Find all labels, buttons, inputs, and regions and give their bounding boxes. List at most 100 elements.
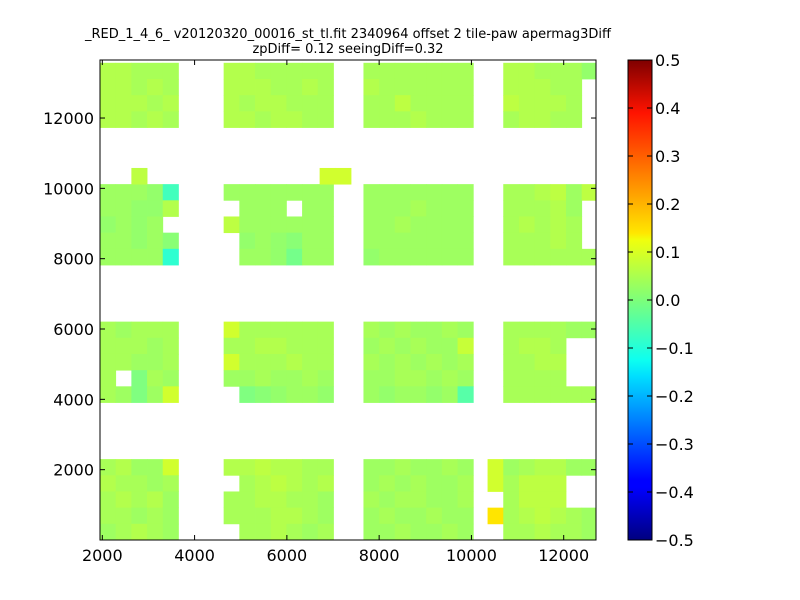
heatmap-cell <box>239 386 256 403</box>
heatmap-cell <box>410 232 427 250</box>
heatmap-cell <box>441 232 458 250</box>
heatmap-cell <box>550 459 567 476</box>
heatmap-cell <box>410 321 427 339</box>
heatmap-cell <box>100 353 117 371</box>
heatmap-cell <box>270 62 287 80</box>
heatmap-cell <box>270 216 287 234</box>
heatmap-cell <box>550 216 567 234</box>
heatmap-cell <box>394 523 411 540</box>
heatmap-cell <box>410 507 427 525</box>
heatmap-cell <box>426 386 443 403</box>
heatmap-cell <box>457 475 474 492</box>
heatmap-cell <box>147 353 164 371</box>
colorbar-tick-label: 0.5 <box>655 51 680 70</box>
heatmap-cell <box>115 248 132 266</box>
heatmap-cell <box>503 216 520 234</box>
heatmap-cell <box>534 216 551 234</box>
heatmap-cell <box>115 459 132 476</box>
heatmap-cell <box>317 491 334 509</box>
heatmap-cell <box>457 62 474 80</box>
heatmap-cell <box>100 111 117 128</box>
heatmap-cell <box>100 459 117 476</box>
heatmap-cell <box>162 232 179 250</box>
heatmap-cell <box>302 200 319 217</box>
heatmap-cell <box>162 337 179 355</box>
heatmap-cell <box>550 200 567 217</box>
heatmap-cell <box>363 248 380 266</box>
heatmap-cell <box>379 337 396 355</box>
heatmap-cell <box>379 459 396 476</box>
y-tick-label: 8000 <box>53 250 94 269</box>
heatmap-cell <box>534 491 551 509</box>
heatmap-cell <box>317 62 334 80</box>
heatmap-cell <box>302 386 319 403</box>
heatmap-cell <box>379 386 396 403</box>
heatmap-cell <box>410 386 427 403</box>
heatmap-cell <box>534 475 551 492</box>
heatmap-cell <box>270 321 287 339</box>
heatmap-cell <box>162 507 179 525</box>
heatmap-cell <box>100 507 117 525</box>
heatmap-cell <box>566 523 583 540</box>
heatmap-cell <box>302 78 319 96</box>
heatmap-cell <box>457 232 474 250</box>
heatmap-cell <box>518 507 536 525</box>
heatmap-cell <box>286 248 303 266</box>
heatmap-cell <box>379 353 396 371</box>
heatmap-cell <box>131 248 148 266</box>
heatmap-cell <box>162 62 179 80</box>
heatmap-cell <box>147 491 164 509</box>
heatmap-cell <box>223 491 240 509</box>
heatmap-cell <box>503 523 520 540</box>
heatmap-cell <box>255 459 272 476</box>
heatmap-cell <box>100 370 117 387</box>
heatmap-cell <box>581 386 596 403</box>
heatmap-cell <box>302 232 319 250</box>
heatmap-cell <box>302 491 319 509</box>
heatmap-cell <box>441 475 458 492</box>
heatmap-cell <box>131 111 148 128</box>
heatmap-cell <box>394 216 411 234</box>
heatmap-cell <box>239 507 256 525</box>
heatmap-cell <box>566 78 583 96</box>
heatmap-cell <box>581 62 596 80</box>
heatmap-cell <box>147 386 164 403</box>
heatmap-cell <box>131 523 148 540</box>
heatmap-cell <box>518 232 536 250</box>
heatmap-cell <box>115 216 132 234</box>
heatmap-cell <box>379 200 396 217</box>
y-tick-label: 2000 <box>53 461 94 480</box>
heatmap-cell <box>441 370 458 387</box>
heatmap-cell <box>550 353 567 371</box>
heatmap-cell <box>255 200 272 217</box>
heatmap-cell <box>255 111 272 128</box>
heatmap-cell <box>566 386 583 403</box>
heatmap-cell <box>270 507 287 525</box>
heatmap-cell <box>566 95 583 112</box>
heatmap-cell <box>317 370 334 387</box>
colorbar-tick-label: 0.4 <box>655 99 680 118</box>
heatmap-cell <box>223 507 240 525</box>
heatmap-cell <box>518 353 536 371</box>
heatmap-cell <box>394 248 411 266</box>
heatmap-cell <box>534 337 551 355</box>
heatmap-cell <box>457 507 474 525</box>
heatmap-cell <box>100 200 117 217</box>
heatmap-cell <box>131 200 148 217</box>
heatmap-cell <box>379 491 396 509</box>
heatmap-cell <box>518 248 536 266</box>
heatmap-cell <box>534 459 551 476</box>
heatmap-cell <box>363 62 380 80</box>
heatmap-cell <box>410 353 427 371</box>
heatmap-cell <box>394 111 411 128</box>
heatmap-cell <box>394 386 411 403</box>
heatmap-cell <box>441 248 458 266</box>
heatmap-cell <box>441 491 458 509</box>
heatmap-cell <box>162 475 179 492</box>
heatmap-cell <box>457 200 474 217</box>
heatmap-cell <box>270 475 287 492</box>
heatmap-cell <box>503 370 520 387</box>
heatmap-cell <box>131 386 148 403</box>
heatmap-cell <box>363 232 380 250</box>
heatmap-cell <box>441 78 458 96</box>
